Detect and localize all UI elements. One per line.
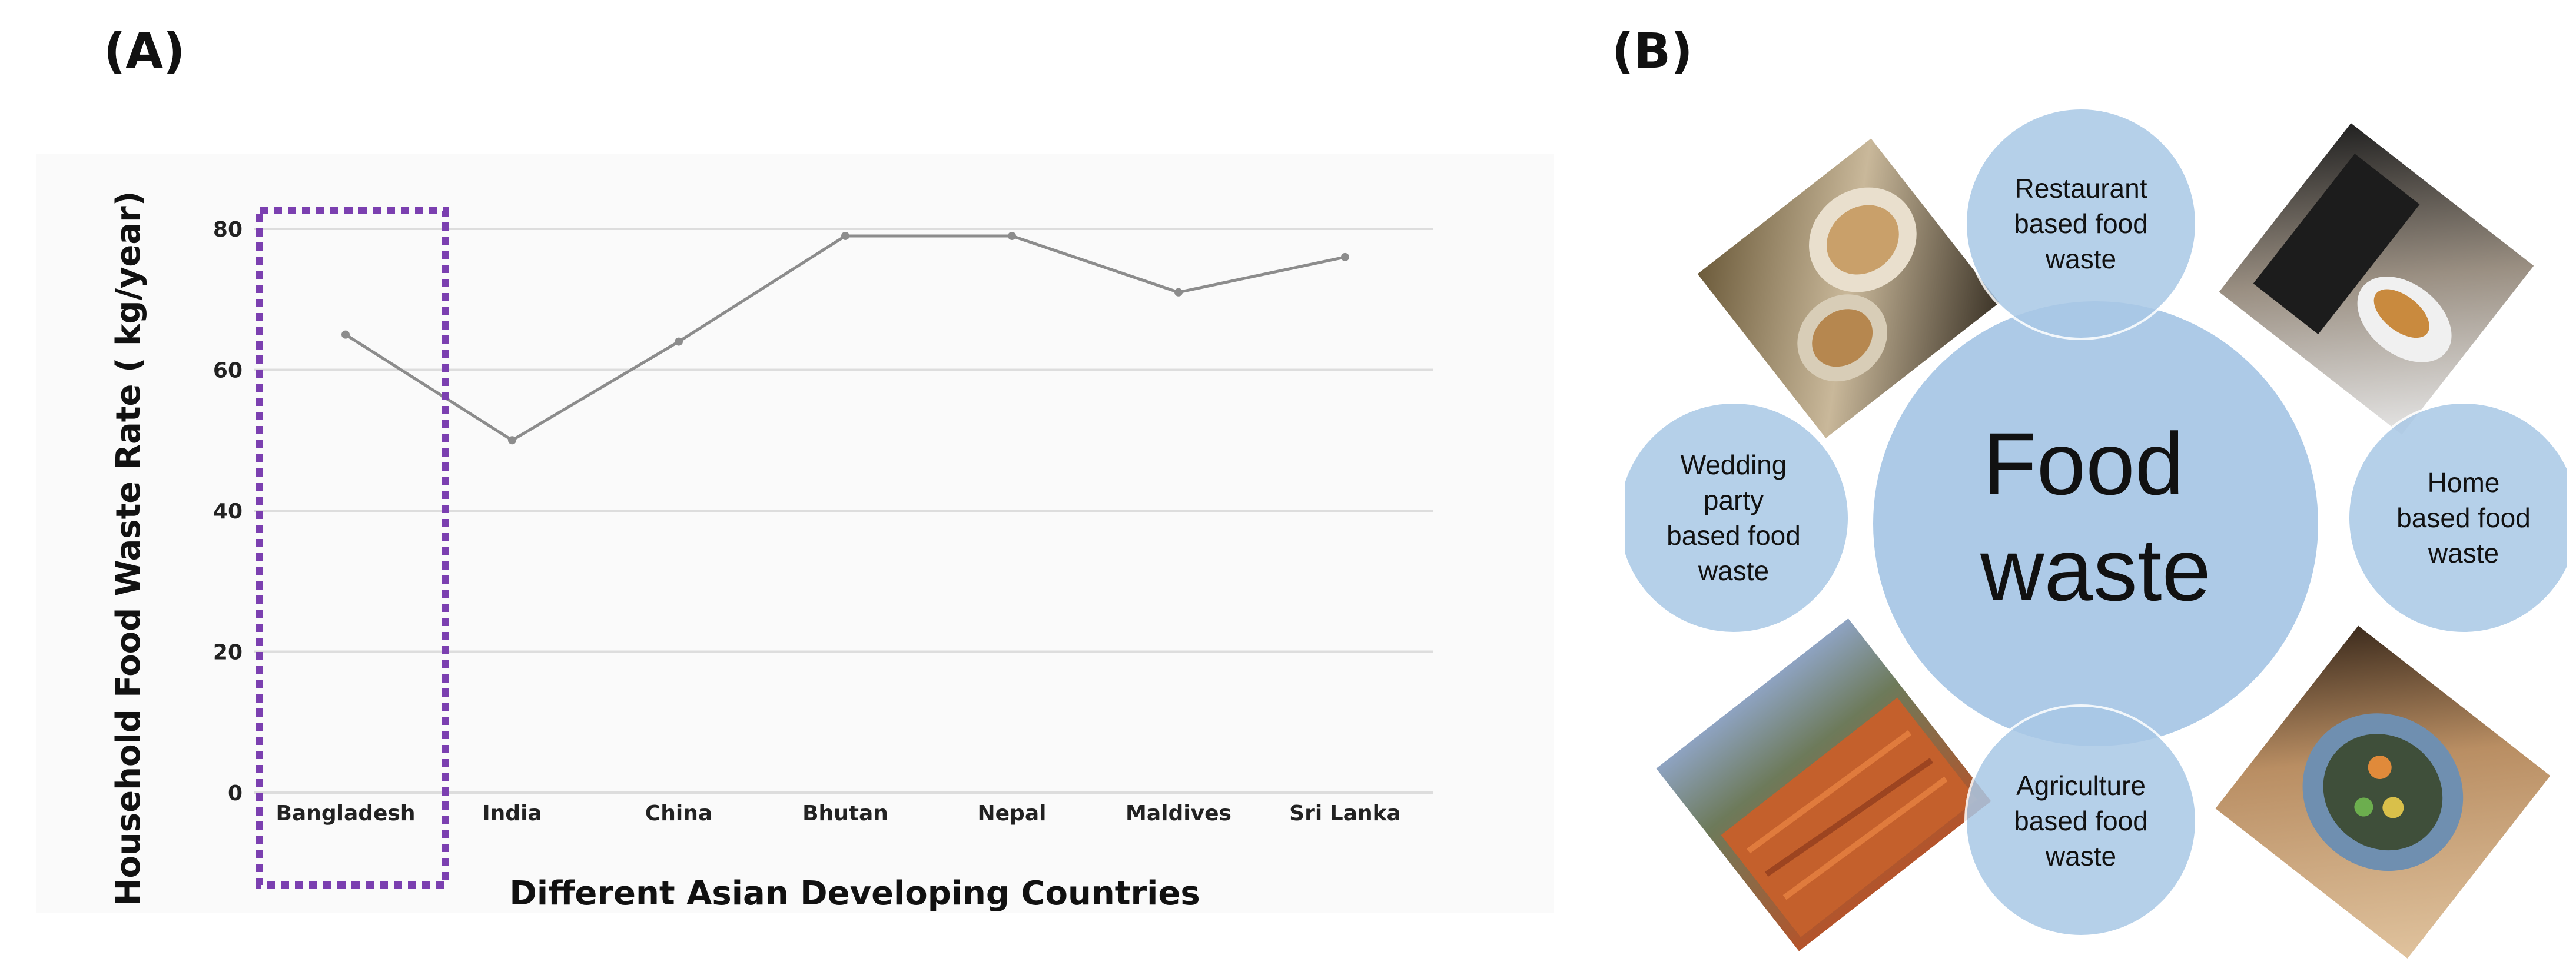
x-tick-label: Bhutan <box>802 801 888 826</box>
wedding-circle <box>1625 401 1850 634</box>
gridlines <box>254 228 1433 794</box>
restaurant-label-line: based food <box>2014 208 2148 239</box>
chart-panel: 0 20 40 60 80 Bangladesh India China Bhutan Nepa… <box>36 154 1554 913</box>
x-tick-label: Nepal <box>978 801 1047 826</box>
food-waste-diagram: Food waste Restaurant based food waste Home… <box>1625 107 2567 959</box>
agriculture-label-line: based food <box>2014 806 2148 836</box>
x-tick-label: India <box>482 801 542 826</box>
x-tick-label: Bangladesh <box>275 801 415 826</box>
photo-restaurant-plates-icon <box>1692 133 2004 444</box>
photo-home-scraping-icon <box>2214 118 2539 440</box>
photo-wedding-waste-icon <box>2210 621 2555 959</box>
data-point <box>1341 252 1349 261</box>
y-axis-ticks: 0 20 40 60 80 <box>213 218 243 806</box>
home-label-line: waste <box>2428 538 2499 568</box>
x-tick-label: Maldives <box>1126 801 1231 826</box>
data-point <box>675 337 683 346</box>
y-tick-label: 40 <box>213 500 243 524</box>
y-tick-label: 60 <box>213 359 243 383</box>
wedding-label-line: Wedding <box>1681 450 1787 480</box>
restaurant-label-line: waste <box>2045 244 2116 274</box>
restaurant-circle <box>1964 107 2197 340</box>
x-tick-label: China <box>645 801 712 826</box>
data-point <box>1174 288 1183 297</box>
home-circle <box>2347 401 2567 634</box>
data-point <box>841 231 849 240</box>
home-label-line: Home <box>2428 467 2500 498</box>
highlight-box-bangladesh <box>256 207 449 889</box>
diagram-circles <box>1625 107 2567 937</box>
y-tick-label: 20 <box>213 641 243 665</box>
data-points <box>341 231 1349 445</box>
agriculture-label-line: Agriculture <box>2016 770 2146 801</box>
x-axis-title: Different Asian Developing Countries <box>509 874 1200 913</box>
y-axis-title: Household Food Waste Rate ( kg/year) <box>109 191 148 906</box>
data-point <box>341 330 350 339</box>
center-line-food: Food <box>1983 414 2184 513</box>
photo-agriculture-carrots-icon <box>1651 613 1996 956</box>
wedding-label-line: party <box>1704 485 1764 515</box>
x-axis-ticks: Bangladesh India China Bhutan Nepal Maldives S… <box>275 801 1400 826</box>
agriculture-circle <box>1964 704 2197 937</box>
line-chart: 0 20 40 60 80 Bangladesh India China Bhutan Nepa… <box>109 191 1433 913</box>
data-point <box>1008 231 1016 240</box>
center-text: Food waste <box>1980 414 2211 619</box>
center-line-waste: waste <box>1980 520 2211 619</box>
restaurant-label-line: Restaurant <box>2014 173 2147 204</box>
panel-b-label: (B) <box>1612 24 1693 79</box>
y-tick-label: 80 <box>213 218 243 242</box>
series-line <box>344 234 1346 442</box>
x-tick-label: Sri Lanka <box>1289 801 1401 826</box>
node-labels: Restaurant based food waste Home based food w… <box>1667 173 2531 871</box>
wedding-label-line: waste <box>1698 555 1769 586</box>
home-label-line: based food <box>2396 503 2531 533</box>
y-tick-label: 0 <box>228 781 243 806</box>
panel-a-label: (A) <box>104 24 185 79</box>
wedding-label-line: based food <box>1667 520 1801 551</box>
agriculture-label-line: waste <box>2045 841 2116 871</box>
data-point <box>508 436 516 445</box>
